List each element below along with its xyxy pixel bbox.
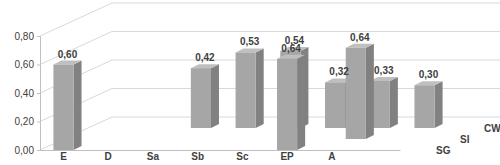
- bar-top: [370, 77, 398, 81]
- bar-side: [390, 77, 398, 128]
- x-tick-label: Sb: [191, 151, 204, 162]
- y-tick-label: 0,60: [15, 59, 35, 70]
- x-tick-label: Sc: [236, 151, 249, 162]
- bar-3d: [414, 81, 442, 128]
- x-tick: Sb: [191, 150, 204, 162]
- x-tick: Sa: [147, 150, 160, 162]
- series-label: CW: [484, 123, 500, 134]
- bar-3d: [191, 64, 219, 128]
- bar-side: [74, 61, 82, 151]
- x-tick: E: [60, 150, 67, 162]
- bar: [414, 85, 434, 128]
- grid-line: [40, 3, 500, 36]
- y-tick-mark: [37, 150, 40, 151]
- data-label: 0,30: [419, 69, 439, 80]
- y-tick-mark: [37, 93, 40, 94]
- x-tick: EP: [280, 150, 294, 162]
- bar-side: [211, 64, 219, 128]
- y-tick: 0,80: [15, 31, 40, 42]
- series-labels: SG SI CW: [436, 123, 500, 156]
- data-label: 0,53: [240, 36, 260, 47]
- bar-3d: [236, 48, 264, 128]
- y-axis: 0,00 0,20 0,40 0,60 0,80: [15, 31, 41, 156]
- bar-side: [297, 55, 305, 150]
- bar-side: [366, 44, 374, 139]
- data-label: 0,64: [281, 43, 301, 54]
- bars: [53, 44, 442, 150]
- bar-top: [53, 61, 81, 65]
- bar: [346, 48, 366, 139]
- x-tick-label: EP: [280, 151, 294, 162]
- bar: [277, 59, 297, 150]
- y-tick-label: 0,00: [15, 145, 35, 156]
- bar: [325, 82, 345, 128]
- x-tick-label: Sa: [147, 151, 160, 162]
- bar-side: [256, 48, 264, 128]
- y-tick-label: 0,40: [15, 88, 35, 99]
- data-labels: 0,420,530,540,320,330,300,640,600,64: [58, 32, 439, 80]
- x-tick-label: A: [328, 151, 335, 162]
- data-label: 0,60: [58, 49, 78, 60]
- x-tick-label: E: [60, 151, 67, 162]
- y-tick-mark: [37, 65, 40, 66]
- bar: [236, 52, 256, 128]
- bar-3d: [370, 77, 398, 128]
- data-label: 0,33: [374, 65, 394, 76]
- bar-3d: [53, 61, 81, 151]
- grid: [40, 3, 500, 150]
- bar-3d: [346, 44, 374, 139]
- bar-3d: [277, 55, 305, 150]
- series-label: SG: [436, 145, 451, 156]
- bar-top: [191, 64, 219, 68]
- y-tick-label: 0,20: [15, 116, 35, 127]
- y-tick: 0,20: [15, 116, 40, 127]
- chart: 0,00 0,20 0,40 0,60 0,80 E D Sa Sb Sc EP A 0,42 0,53 0…: [0, 0, 500, 165]
- y-tick: 0,00: [15, 145, 40, 156]
- x-axis: E D Sa Sb Sc EP A: [41, 150, 401, 162]
- y-tick: 0,60: [15, 59, 40, 70]
- series-label: SI: [460, 134, 470, 145]
- bar-top: [277, 55, 305, 59]
- bar: [191, 68, 211, 128]
- bar-side: [435, 81, 443, 128]
- data-label: 0,64: [350, 32, 370, 43]
- data-label: 0,42: [195, 52, 215, 63]
- grid-line: [40, 32, 500, 65]
- y-tick-mark: [37, 122, 40, 123]
- x-tick: A: [328, 150, 335, 162]
- x-tick: Sc: [236, 150, 249, 162]
- bar: [53, 65, 73, 151]
- y-tick-label: 0,80: [15, 31, 35, 42]
- data-label: 0,32: [329, 66, 349, 77]
- y-axis-line: [37, 37, 41, 151]
- x-axis-line: [41, 150, 401, 151]
- y-tick-mark: [37, 36, 40, 37]
- x-tick: D: [105, 150, 112, 162]
- bar-top: [414, 81, 442, 85]
- y-tick: 0,40: [15, 88, 40, 99]
- x-tick-label: D: [105, 151, 112, 162]
- bar-top: [346, 44, 374, 48]
- bar-top: [236, 48, 264, 52]
